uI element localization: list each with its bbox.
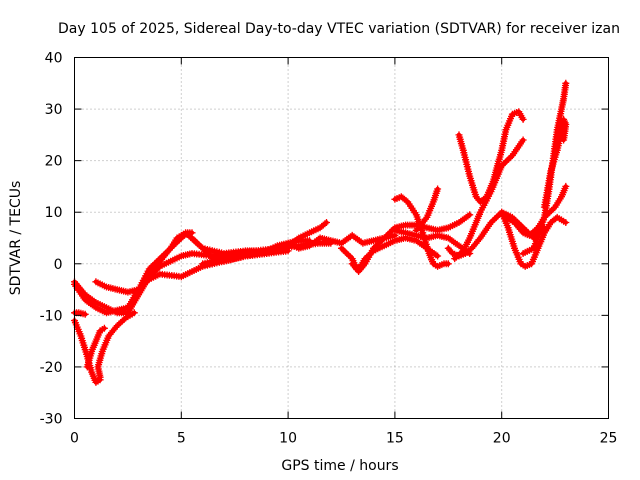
x-tick-label: 25 — [600, 431, 618, 447]
series-trace-11 — [273, 231, 399, 255]
y-tick-label: 30 — [45, 102, 63, 118]
series-trace-16 — [412, 185, 442, 234]
y-axis-label: SDTVAR / TECUs — [8, 181, 24, 296]
series-trace-18 — [451, 136, 527, 263]
y-tick-label: 0 — [54, 257, 63, 273]
data-point-markers — [540, 115, 570, 211]
grid-lines — [74, 57, 609, 419]
data-point-markers — [83, 324, 108, 371]
x-axis-label: GPS time / hours — [281, 458, 398, 474]
y-axis-tick-labels: -30 -20 -10 0 10 20 30 40 — [40, 51, 63, 428]
data-point-markers — [348, 211, 474, 275]
series-trace-23 — [540, 115, 570, 211]
y-tick-label: 20 — [45, 154, 63, 170]
x-axis-tick-labels: 0 5 10 15 20 25 — [70, 431, 617, 447]
data-point-markers — [412, 185, 442, 234]
series-trace-19 — [455, 108, 527, 206]
x-tick-label: 15 — [386, 431, 404, 447]
data-point-markers — [455, 108, 527, 206]
x-tick-label: 10 — [279, 431, 297, 447]
data-layer — [71, 79, 570, 386]
plot-frame — [74, 57, 609, 419]
y-tick-label: 10 — [45, 205, 63, 221]
data-point-markers — [498, 208, 570, 270]
data-point-markers — [94, 309, 138, 381]
y-tick-label: -10 — [40, 308, 63, 324]
y-tick-label: -30 — [40, 412, 63, 428]
series-trace-05 — [71, 309, 89, 318]
tick-marks — [74, 57, 609, 419]
y-tick-label: 40 — [45, 51, 63, 67]
x-tick-label: 20 — [493, 431, 511, 447]
series-trace-13 — [348, 211, 474, 275]
x-tick-label: 0 — [70, 431, 79, 447]
series-trace-21 — [502, 182, 570, 239]
x-tick-label: 5 — [177, 431, 186, 447]
data-point-markers — [502, 182, 570, 239]
series-trace-20 — [498, 208, 570, 270]
y-tick-label: -20 — [40, 360, 63, 376]
series-trace-07 — [83, 324, 108, 371]
chart-title: Day 105 of 2025, Sidereal Day-to-day VTE… — [58, 21, 620, 37]
series-line — [72, 240, 334, 316]
series-trace-08 — [94, 309, 138, 381]
